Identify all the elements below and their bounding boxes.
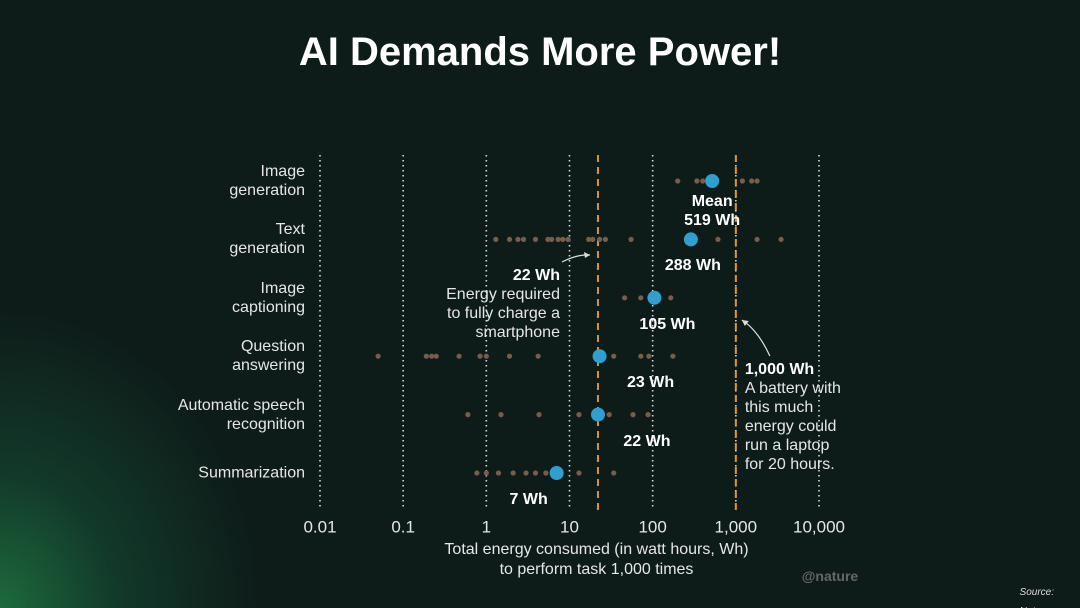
model-point <box>506 236 513 242</box>
model-point <box>576 412 582 418</box>
model-point <box>778 236 784 242</box>
model-point <box>715 236 721 242</box>
x-tick-label: 0.01 <box>303 517 337 537</box>
model-point <box>429 353 435 359</box>
model-point <box>668 295 674 301</box>
mean-point <box>590 407 605 422</box>
x-tick-label: 1,000 <box>714 517 758 537</box>
model-point <box>622 295 628 301</box>
model-point <box>549 236 555 242</box>
model-point <box>694 178 700 184</box>
mean-point <box>592 349 607 364</box>
model-point <box>520 236 527 242</box>
model-point <box>596 236 603 242</box>
model-point <box>483 470 489 476</box>
model-point <box>700 178 706 184</box>
value-label: 288 Wh <box>664 257 721 275</box>
model-point <box>749 178 755 184</box>
model-point <box>493 236 499 242</box>
model-point <box>375 353 381 359</box>
model-point <box>754 178 760 184</box>
annotation-arrowhead <box>583 252 590 258</box>
x-axis-title: Total energy consumed (in watt hours, Wh… <box>444 541 749 578</box>
x-tick-label: 10 <box>560 517 579 537</box>
annotation-text: Energy required to fully charge a smartp… <box>446 286 560 341</box>
category-label: Image captioning <box>232 279 305 316</box>
model-point <box>532 236 539 242</box>
category-label: Question answering <box>232 338 305 375</box>
annotation-label: 1,000 Wh <box>744 361 815 378</box>
model-point <box>628 236 634 242</box>
source: Source: Nature <box>1019 587 1054 608</box>
annotation-arrow <box>741 319 771 357</box>
model-point <box>606 412 612 418</box>
model-point <box>532 470 539 476</box>
model-point <box>611 353 617 359</box>
x-tick-label: 0.1 <box>391 517 415 537</box>
model-point <box>590 236 596 242</box>
model-point <box>423 353 429 359</box>
model-point <box>670 353 676 359</box>
mean-point <box>549 466 564 480</box>
model-point <box>474 470 480 476</box>
category-label: Summarization <box>198 464 305 482</box>
model-point <box>611 470 617 476</box>
model-point <box>535 353 541 359</box>
mean-point <box>647 290 662 305</box>
model-point <box>433 353 439 359</box>
model-point <box>560 236 566 242</box>
mean-point <box>705 174 720 188</box>
model-point <box>565 236 571 242</box>
model-point <box>545 236 551 242</box>
model-point <box>510 470 516 476</box>
model-point <box>646 353 652 359</box>
value-label: 105 Wh <box>639 315 696 333</box>
model-point <box>675 178 681 184</box>
category-label: Text generation <box>229 221 305 258</box>
model-point <box>465 412 471 418</box>
model-point <box>456 353 462 359</box>
x-tick-label: 1 <box>481 517 492 537</box>
chart-title: AI Demands More Power! <box>298 30 782 74</box>
x-tick-label: 100 <box>638 517 667 537</box>
annotation-text: A battery with this much energy could ru… <box>744 380 841 473</box>
model-point <box>586 236 592 242</box>
model-point <box>495 470 502 476</box>
model-point <box>498 412 504 418</box>
model-point <box>630 412 636 418</box>
model-point <box>739 178 746 184</box>
category-label: Automatic speech recognition <box>177 396 305 433</box>
model-point <box>754 236 760 242</box>
model-point <box>602 236 608 242</box>
value-label: 22 Wh <box>623 432 671 450</box>
value-label: 7 Wh <box>509 491 548 508</box>
mean-point <box>683 232 698 247</box>
annotation-label: 22 Wh <box>512 267 560 284</box>
x-tick-label: 10,000 <box>793 517 845 537</box>
model-point <box>515 236 521 242</box>
annotation-arrowhead <box>741 320 749 326</box>
model-point <box>483 353 489 359</box>
model-point <box>523 470 529 476</box>
model-point <box>536 412 542 418</box>
model-point <box>638 295 644 301</box>
watermark: @nature <box>801 568 859 584</box>
category-label: Image generation <box>229 163 305 199</box>
model-point <box>543 470 549 476</box>
model-point <box>638 353 644 359</box>
model-point <box>645 412 651 418</box>
model-point <box>576 470 582 476</box>
model-point <box>555 236 561 242</box>
value-label: 23 Wh <box>627 374 675 392</box>
model-point <box>477 353 483 359</box>
model-point <box>506 353 513 359</box>
legend-label: Mean <box>691 193 733 210</box>
value-label: 519 Wh <box>684 212 741 229</box>
